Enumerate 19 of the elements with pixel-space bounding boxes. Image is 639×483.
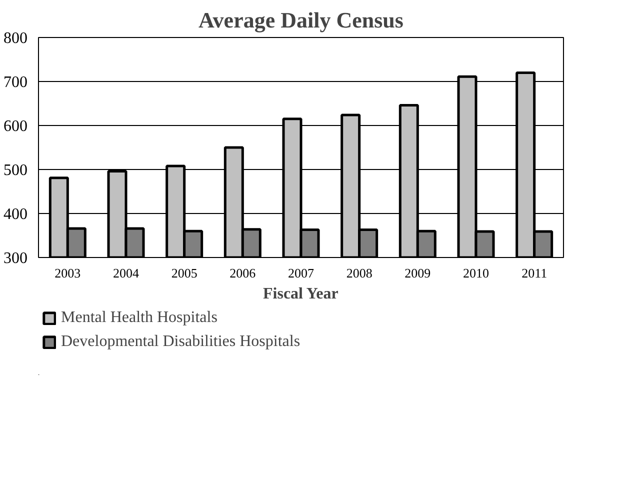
- legend-label: Mental Health Hospitals: [61, 309, 218, 327]
- x-tick-label: 2011: [522, 266, 548, 280]
- x-tick-label: 2006: [230, 266, 256, 280]
- x-tick-label: 2008: [346, 266, 372, 280]
- chart-title: Average Daily Census: [198, 8, 404, 32]
- x-tick-label: 2010: [463, 266, 489, 280]
- x-tick-label: 2005: [171, 266, 198, 280]
- y-tick-label: 500: [4, 162, 28, 179]
- y-tick-label: 800: [4, 30, 28, 47]
- y-tick-label: 600: [4, 118, 28, 135]
- x-axis-title: Fiscal Year: [263, 286, 338, 302]
- legend-label: Developmental Disabilities Hospitals: [61, 333, 300, 351]
- x-tick-label: 2003: [54, 266, 81, 280]
- y-tick-label: 400: [4, 206, 28, 223]
- y-tick-label: 300: [4, 250, 28, 267]
- x-tick-label: 2007: [288, 266, 314, 280]
- x-tick-label: 2009: [404, 266, 431, 280]
- x-tick-label: 2004: [113, 266, 140, 280]
- y-tick-label: 700: [4, 74, 28, 91]
